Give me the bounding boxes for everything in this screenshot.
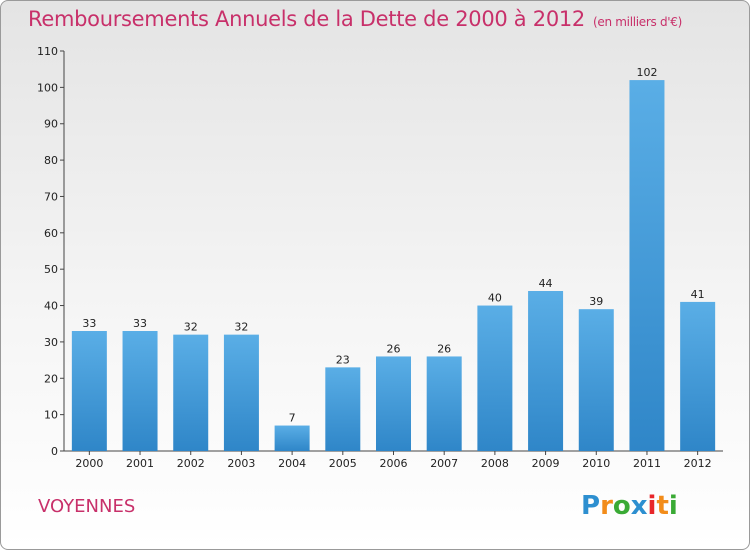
chart-title: Remboursements Annuels de la Dette de 20… — [28, 7, 682, 31]
x-tick-label-2002: 2002 — [177, 457, 205, 470]
bar-2003 — [223, 334, 259, 451]
chart-title-text: Remboursements Annuels de la Dette de 20… — [28, 7, 585, 31]
data-label-2006: 26 — [387, 342, 401, 355]
bar-2009 — [528, 291, 564, 451]
y-tick-label-90: 90 — [44, 118, 58, 131]
data-label-2005: 23 — [336, 353, 350, 366]
x-tick-label-2011: 2011 — [633, 457, 661, 470]
x-tick-label-2012: 2012 — [684, 457, 712, 470]
data-label-2011: 102 — [636, 66, 657, 79]
y-tick-label-40: 40 — [44, 300, 58, 313]
y-tick-label-10: 10 — [44, 409, 58, 422]
x-axis: 2000 2001 2002 2003 2004 2005 2006 2007 2008 2009… — [75, 451, 712, 470]
bars: 33 33 32 32 7 23 26 26 40 44 39 102 41 — [71, 66, 716, 451]
bar-2005 — [325, 367, 361, 451]
bar-2006 — [376, 356, 411, 451]
data-label-2002: 32 — [184, 321, 198, 334]
x-tick-label-2008: 2008 — [481, 457, 509, 470]
y-tick-label-20: 20 — [44, 372, 58, 385]
commune-name: VOYENNES — [38, 496, 136, 517]
x-tick-label-2003: 2003 — [227, 457, 255, 470]
data-label-2003: 32 — [234, 321, 248, 334]
data-label-2001: 33 — [133, 317, 147, 330]
data-label-2004: 7 — [289, 412, 296, 425]
bar-2001 — [122, 331, 158, 451]
x-tick-label-2004: 2004 — [278, 457, 306, 470]
x-tick-label-2005: 2005 — [329, 457, 357, 470]
x-tick-label-2007: 2007 — [430, 457, 458, 470]
x-tick-label-2001: 2001 — [126, 457, 154, 470]
y-tick-label-70: 70 — [44, 190, 58, 203]
y-tick-label-50: 50 — [44, 263, 58, 276]
data-label-2012: 41 — [691, 288, 705, 301]
bar-2008 — [477, 305, 513, 451]
bar-2011 — [629, 80, 665, 451]
data-label-2008: 40 — [488, 292, 502, 305]
y-tick-label-0: 0 — [51, 445, 58, 458]
bar-2012 — [680, 301, 716, 451]
data-label-2010: 39 — [589, 295, 603, 308]
data-label-2007: 26 — [437, 342, 451, 355]
data-label-2000: 33 — [82, 317, 96, 330]
bar-2007 — [426, 356, 462, 451]
proxiti-logo: Proxiti — [581, 491, 678, 521]
bar-2010 — [578, 309, 614, 451]
x-tick-label-2010: 2010 — [582, 457, 610, 470]
y-tick-label-110: 110 — [37, 45, 58, 58]
bar-2000 — [71, 331, 107, 451]
bar-2002 — [173, 334, 209, 451]
y-tick-label-60: 60 — [44, 227, 58, 240]
y-tick-label-30: 30 — [44, 336, 58, 349]
x-tick-label-2000: 2000 — [75, 457, 103, 470]
bar-2004 — [274, 425, 310, 451]
x-tick-label-2006: 2006 — [380, 457, 408, 470]
data-label-2009: 44 — [539, 277, 553, 290]
x-tick-label-2009: 2009 — [532, 457, 560, 470]
chart-subtitle: (en milliers d'€) — [593, 15, 683, 29]
y-tick-label-100: 100 — [37, 81, 58, 94]
y-tick-label-80: 80 — [44, 154, 58, 167]
